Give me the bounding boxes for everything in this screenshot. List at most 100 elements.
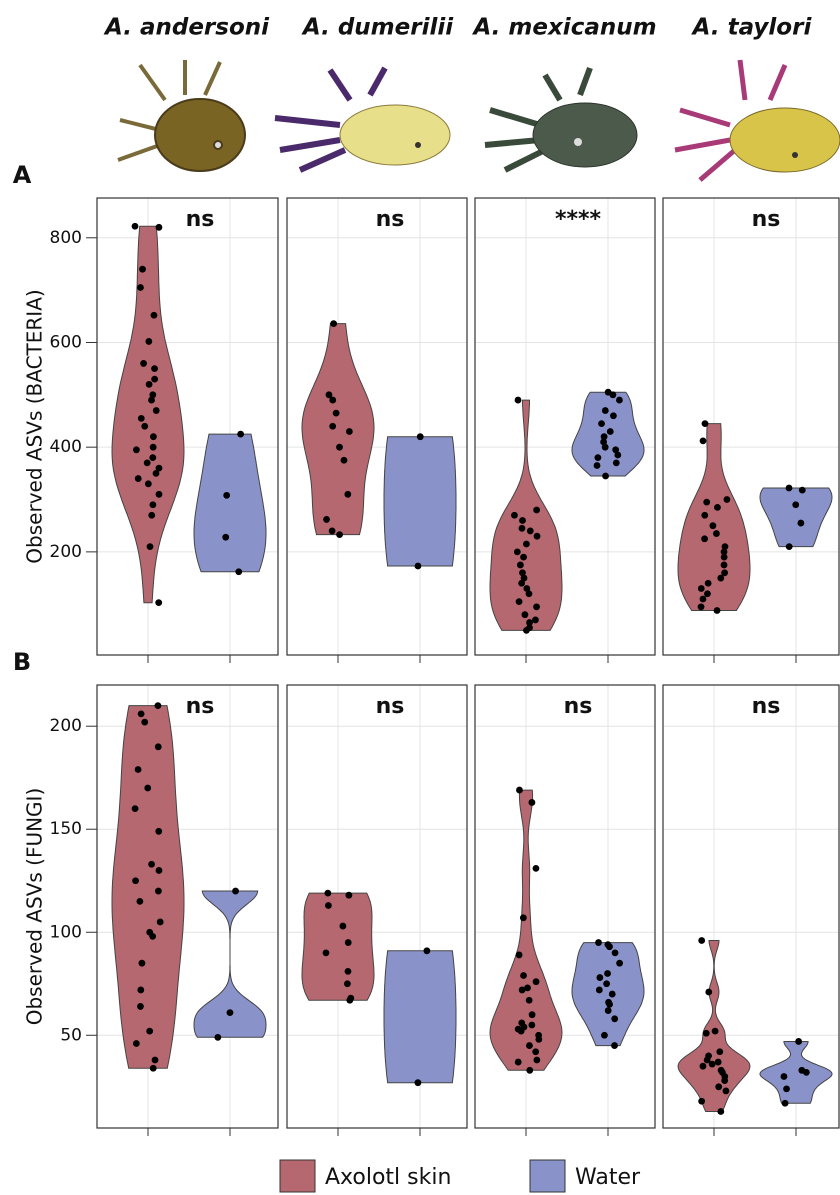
- data-point: [151, 365, 158, 372]
- data-point: [151, 376, 158, 383]
- data-point: [132, 223, 139, 230]
- data-point: [523, 627, 530, 634]
- data-point: [782, 1100, 789, 1107]
- data-point: [714, 607, 721, 614]
- violin: [302, 893, 374, 1000]
- legend-swatch: [280, 1160, 315, 1192]
- data-point: [232, 888, 239, 895]
- data-point: [329, 397, 336, 404]
- data-point: [148, 512, 155, 519]
- data-point: [336, 444, 343, 451]
- data-point: [717, 575, 724, 582]
- data-point: [700, 437, 707, 444]
- axolotl-mexicanum: [485, 68, 637, 170]
- data-point: [133, 446, 140, 453]
- data-point: [529, 1011, 536, 1018]
- data-point: [329, 528, 336, 535]
- data-point: [610, 412, 617, 419]
- data-point: [705, 989, 712, 996]
- data-point: [715, 1059, 722, 1066]
- data-point: [721, 1077, 728, 1084]
- data-point: [329, 423, 336, 430]
- data-point: [705, 580, 712, 587]
- data-point: [519, 987, 526, 994]
- data-point: [716, 1048, 723, 1055]
- data-point: [227, 1009, 234, 1016]
- data-point: [781, 1073, 788, 1080]
- violin: [384, 951, 456, 1083]
- data-point: [712, 1028, 719, 1035]
- data-point: [803, 1069, 810, 1076]
- data-point: [616, 397, 623, 404]
- data-point: [533, 603, 540, 610]
- figure: A. andersoni A. dumerilii A. mexicanum A…: [0, 0, 840, 1195]
- y-axis-label: Observed ASVs (BACTERIA): [23, 289, 47, 563]
- data-point: [527, 528, 534, 535]
- data-point: [144, 459, 151, 466]
- data-point: [330, 320, 337, 327]
- data-point: [138, 710, 145, 717]
- panel-label: B: [13, 648, 31, 676]
- data-point: [147, 543, 154, 550]
- data-point: [605, 1007, 612, 1014]
- data-point: [698, 937, 705, 944]
- data-point: [713, 530, 720, 537]
- data-point: [141, 423, 148, 430]
- data-point: [701, 512, 708, 519]
- data-point: [604, 970, 611, 977]
- data-point: [153, 470, 160, 477]
- data-point: [535, 1036, 542, 1043]
- data-point: [533, 507, 540, 514]
- data-point: [613, 459, 620, 466]
- data-point: [795, 1038, 802, 1045]
- data-point: [237, 431, 244, 438]
- y-tick-label: 100: [50, 922, 82, 942]
- violin: [194, 434, 266, 572]
- data-point: [155, 743, 162, 750]
- data-point: [336, 531, 343, 538]
- data-point: [137, 987, 144, 994]
- violin: [112, 706, 184, 1069]
- violin: [384, 437, 456, 566]
- data-point: [139, 266, 146, 273]
- data-point: [698, 1098, 705, 1105]
- data-point: [721, 554, 728, 561]
- data-point: [152, 1057, 159, 1064]
- data-point: [596, 987, 603, 994]
- data-point: [515, 1059, 522, 1066]
- data-point: [515, 397, 522, 404]
- data-point: [135, 766, 142, 773]
- data-point: [323, 516, 330, 523]
- axolotl-andersoni: [118, 60, 245, 171]
- data-point: [611, 1015, 618, 1022]
- data-point: [616, 960, 623, 967]
- data-point: [325, 902, 332, 909]
- data-point: [704, 590, 711, 597]
- data-point: [700, 596, 707, 603]
- data-point: [723, 1088, 730, 1095]
- data-point: [140, 360, 147, 367]
- data-point: [614, 452, 621, 459]
- legend-swatch: [530, 1160, 565, 1192]
- data-point: [529, 799, 536, 806]
- significance-label: ns: [376, 694, 405, 719]
- data-point: [516, 952, 523, 959]
- data-point: [155, 599, 162, 606]
- facet-title: A. taylori: [691, 15, 813, 41]
- significance-label: ns: [752, 207, 781, 232]
- data-point: [235, 568, 242, 575]
- data-point: [596, 974, 603, 981]
- data-point: [423, 947, 430, 954]
- data-point: [523, 541, 530, 548]
- significance-label: ns: [564, 694, 593, 719]
- data-point: [415, 563, 422, 570]
- data-point: [609, 991, 616, 998]
- data-point: [526, 590, 533, 597]
- data-point: [415, 1079, 422, 1086]
- data-point: [145, 338, 152, 345]
- data-point: [715, 1083, 722, 1090]
- data-point: [155, 702, 162, 709]
- y-tick-label: 150: [50, 819, 82, 839]
- data-point: [139, 960, 146, 967]
- y-tick-label: 50: [60, 1025, 82, 1045]
